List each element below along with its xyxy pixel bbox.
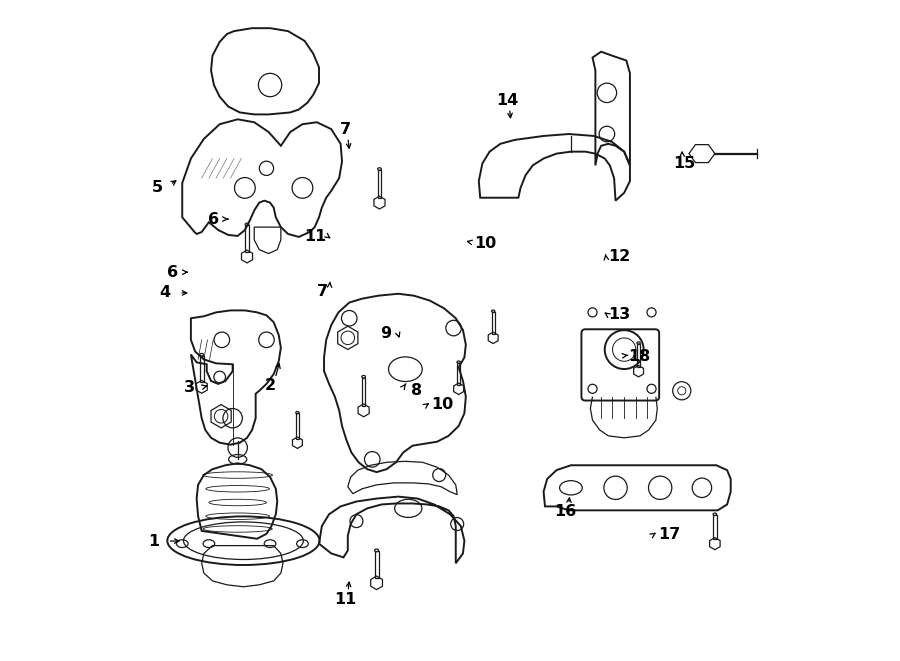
Text: 11: 11 — [304, 229, 327, 244]
Text: 11: 11 — [334, 592, 356, 607]
Text: 12: 12 — [608, 249, 631, 264]
Text: 7: 7 — [317, 284, 328, 299]
Text: 18: 18 — [628, 349, 651, 364]
Text: 4: 4 — [159, 286, 170, 301]
Text: 7: 7 — [339, 122, 351, 137]
Text: 6: 6 — [208, 212, 219, 227]
Text: 15: 15 — [673, 156, 696, 171]
Text: 5: 5 — [151, 180, 163, 196]
Text: 6: 6 — [167, 264, 178, 280]
Text: 3: 3 — [184, 380, 195, 395]
Text: 17: 17 — [658, 527, 680, 542]
Text: 13: 13 — [608, 307, 631, 322]
Text: 16: 16 — [554, 504, 576, 520]
Text: 9: 9 — [380, 327, 391, 341]
Text: 10: 10 — [474, 235, 497, 251]
Text: 8: 8 — [410, 383, 422, 398]
Text: 10: 10 — [431, 397, 454, 412]
Text: 1: 1 — [148, 533, 159, 549]
Text: 14: 14 — [496, 93, 518, 108]
Text: 2: 2 — [265, 378, 275, 393]
